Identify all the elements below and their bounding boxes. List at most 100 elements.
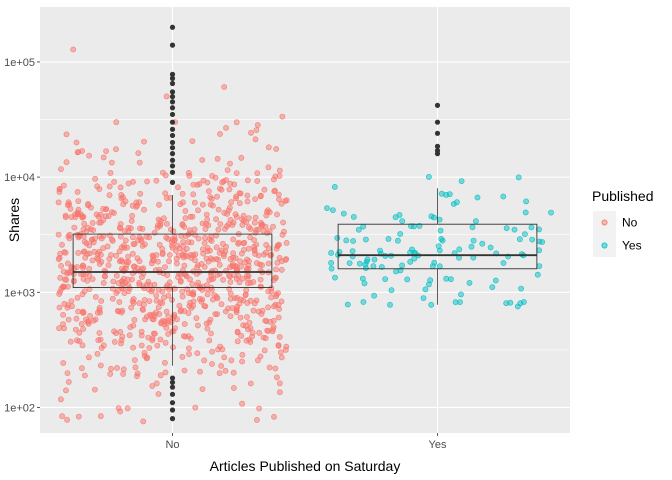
jitter-point-yes xyxy=(378,264,385,270)
jitter-point-no xyxy=(254,122,261,128)
jitter-point-no xyxy=(156,201,162,208)
jitter-point-no xyxy=(227,180,234,187)
jitter-point-no xyxy=(167,194,173,201)
jitter-point-no xyxy=(97,413,104,420)
outlier-point xyxy=(169,139,176,146)
outlier-point xyxy=(169,145,176,151)
jitter-point-no xyxy=(65,316,72,323)
jitter-point-no xyxy=(120,285,126,292)
jitter-point-yes xyxy=(334,235,341,241)
jitter-point-no xyxy=(60,321,66,328)
jitter-point-no xyxy=(243,219,250,225)
jitter-point-no xyxy=(120,366,127,373)
jitter-point-no xyxy=(144,178,150,185)
jitter-point-no xyxy=(141,206,147,213)
jitter-point-no xyxy=(276,167,283,174)
jitter-point-no xyxy=(251,300,258,307)
jitter-point-no xyxy=(275,302,282,308)
jitter-point-no xyxy=(109,159,115,166)
x-axis-title: Articles Published on Saturday xyxy=(210,458,401,474)
jitter-point-no xyxy=(236,200,243,206)
jitter-point-no xyxy=(117,221,124,227)
jitter-point-no xyxy=(182,333,189,340)
jitter-point-no xyxy=(218,362,224,369)
jitter-point-no xyxy=(204,325,211,332)
jitter-point-no xyxy=(207,194,214,201)
jitter-point-no xyxy=(151,330,158,337)
jitter-point-no xyxy=(103,206,110,212)
jitter-point-no xyxy=(175,184,181,191)
jitter-point-no xyxy=(282,346,289,353)
jitter-point-no xyxy=(84,251,91,257)
jitter-point-no xyxy=(65,378,72,385)
box-layer xyxy=(72,24,538,422)
jitter-point-no xyxy=(220,276,226,283)
jitter-point-no xyxy=(119,333,126,340)
jitter-point-no xyxy=(134,370,141,377)
jitter-point-yes xyxy=(487,244,494,251)
jitter-point-no xyxy=(89,257,96,264)
jitter-point-no xyxy=(177,201,184,208)
jitter-point-no xyxy=(177,277,184,284)
outlier-point xyxy=(169,407,176,413)
jitter-point-no xyxy=(107,169,114,176)
jitter-point-no xyxy=(114,364,120,371)
jitter-point-no xyxy=(279,113,286,120)
jitter-point-yes xyxy=(529,236,536,243)
jitter-point-no xyxy=(208,330,214,337)
jitter-point-no xyxy=(213,244,220,251)
outlier-point xyxy=(169,391,176,397)
jitter-point-no xyxy=(263,241,270,248)
jitter-point-no xyxy=(102,273,108,280)
jitter-point-no xyxy=(149,383,156,389)
jitter-point-no xyxy=(197,368,203,375)
jitter-point-yes xyxy=(387,301,393,308)
jitter-point-no xyxy=(182,252,188,259)
outlier-point xyxy=(169,75,176,81)
jitter-point-no xyxy=(255,308,262,315)
jitter-point-no xyxy=(178,232,185,239)
jitter-point-no xyxy=(190,298,197,305)
jitter-point-no xyxy=(125,259,132,265)
outlier-point xyxy=(169,24,176,30)
jitter-point-yes xyxy=(435,243,442,249)
jitter-point-no xyxy=(64,370,71,376)
jitter-point-no xyxy=(181,367,188,374)
jitter-point-no xyxy=(199,201,206,208)
jitter-point-no xyxy=(186,351,192,357)
jitter-point-no xyxy=(130,241,137,247)
jitter-point-no xyxy=(222,308,229,315)
jitter-point-no xyxy=(90,227,97,233)
jitter-point-no xyxy=(202,226,209,232)
jitter-point-no xyxy=(191,257,198,264)
jitter-point-no xyxy=(80,263,87,269)
jitter-point-no xyxy=(238,332,245,339)
jitter-point-no xyxy=(256,329,263,336)
jitter-point-yes xyxy=(428,213,435,220)
jitter-point-no xyxy=(230,385,237,391)
jitter-point-no xyxy=(195,262,201,269)
jitter-point-no xyxy=(187,335,194,342)
outlier-point xyxy=(169,99,176,105)
jitter-point-no xyxy=(271,187,278,194)
jitter-point-no xyxy=(233,213,240,220)
jitter-point-no xyxy=(98,298,105,304)
jitter-point-no xyxy=(270,317,277,324)
y-tick-label: 1e+02 xyxy=(4,402,35,414)
jitter-point-no xyxy=(233,193,239,200)
jitter-point-no xyxy=(100,233,107,239)
jitter-point-no xyxy=(65,260,71,267)
jitter-point-no xyxy=(210,275,217,282)
jitter-point-yes xyxy=(522,209,529,216)
jitter-point-no xyxy=(273,374,280,381)
jitter-point-no xyxy=(215,256,221,263)
jitter-point-no xyxy=(148,288,155,295)
jitter-point-no xyxy=(149,337,156,344)
jitter-point-yes xyxy=(411,223,417,230)
jitter-point-no xyxy=(137,225,143,232)
jitter-point-no xyxy=(246,319,253,326)
jitter-point-no xyxy=(250,307,257,314)
jitter-point-no xyxy=(268,294,275,301)
jitter-point-yes xyxy=(466,279,473,286)
jitter-point-yes xyxy=(518,285,524,292)
